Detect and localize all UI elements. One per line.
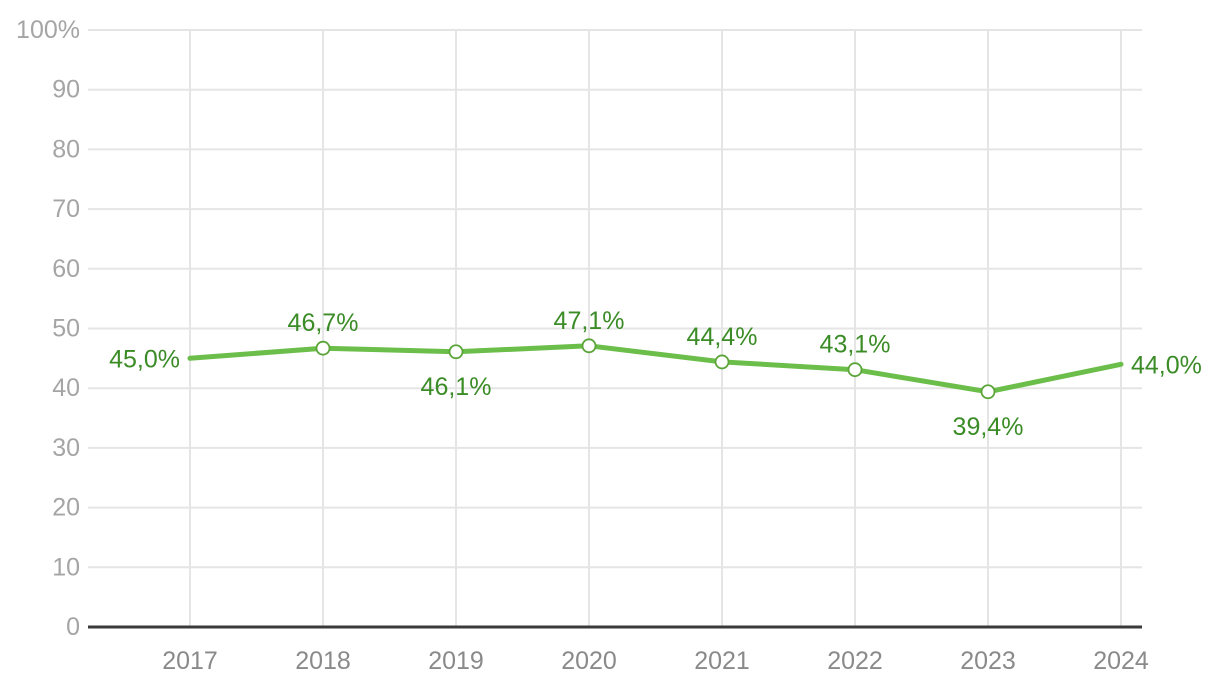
y-tick-label: 30 [52,434,80,462]
y-tick-label: 70 [52,195,80,223]
y-tick-label: 10 [52,553,80,581]
value-label: 47,1% [554,307,625,335]
x-tick-label: 2024 [1093,647,1149,675]
value-label: 44,4% [687,323,758,351]
x-tick-label: 2021 [694,647,750,675]
data-point-marker [980,384,996,400]
data-point-marker [448,344,464,360]
data-point-marker [714,354,730,370]
x-tick-label: 2017 [162,647,218,675]
y-tick-label: 60 [52,255,80,283]
y-tick-label: 20 [52,494,80,522]
data-point-marker [581,338,597,354]
y-tick-label: 50 [52,315,80,343]
value-label: 45,0% [109,345,180,373]
data-line [187,343,1124,395]
value-label: 39,4% [953,413,1024,441]
value-label: 46,7% [288,309,359,337]
y-tick-label: 90 [52,76,80,104]
x-tick-label: 2023 [960,647,1016,675]
data-point-marker [315,340,331,356]
x-tick-label: 2020 [561,647,617,675]
data-point-marker [847,362,863,378]
value-label: 44,0% [1131,351,1202,379]
x-tick-label: 2022 [827,647,883,675]
y-tick-label: 40 [52,374,80,402]
value-label: 43,1% [820,331,891,359]
y-tick-label: 80 [52,135,80,163]
x-tick-label: 2019 [428,647,484,675]
y-tick-label: 100% [16,16,80,44]
x-tick-label: 2018 [295,647,351,675]
y-tick-label: 0 [66,613,80,641]
value-label: 46,1% [421,373,492,401]
